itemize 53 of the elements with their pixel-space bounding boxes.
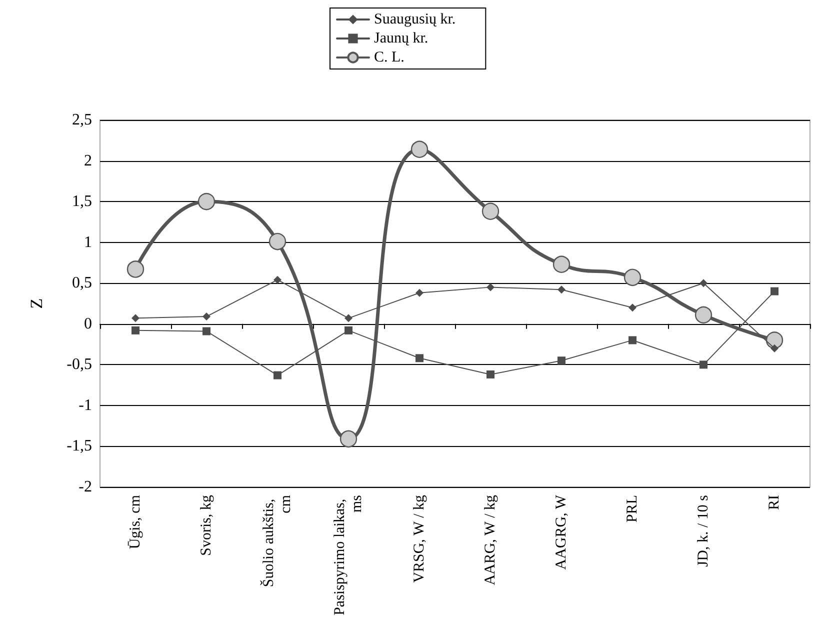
point [558,356,566,365]
y-tick-label: -1,5 [66,438,92,455]
point [202,327,210,336]
point [770,344,778,352]
point [344,326,352,334]
x-tick-label: Šuolio aukštis, cm [260,494,294,588]
x-tick-label: AAGRG, W [554,494,570,570]
y-tick-label: -2 [78,478,92,496]
y-tick-label: 1 [84,234,92,251]
point [340,430,358,448]
point [486,370,494,378]
point [628,304,636,312]
point [694,306,712,324]
point [268,232,286,250]
x-tick-label: Ūgis, cm [128,494,144,550]
point [552,256,570,273]
x-tick-label: Svoris, kg [198,494,214,556]
y-tick-label: 0,5 [72,274,92,292]
point [344,314,352,322]
y-tick-label: 2 [84,152,92,170]
point [416,288,424,297]
y-tick-label: 1,5 [72,193,92,210]
legend-label: C. L. [374,50,404,66]
x-tick-label: AARG, W / kg [482,494,498,586]
x-tick-label: RI [766,494,782,510]
point [558,286,566,294]
point [486,283,494,292]
point [274,371,282,380]
point [132,314,140,322]
y-axis-title: Z [27,298,46,309]
x-tick-label: VRSG, W / kg [412,494,428,583]
point [416,354,424,362]
legend-label: Suaugusių kr. [374,12,456,28]
legend-label: Jaunų kr. [374,30,428,46]
point [628,336,636,344]
y-tick-label: 2,5 [72,112,92,128]
x-tick-label: PRL [624,495,640,523]
point [700,279,708,288]
point [132,326,140,334]
y-tick-label: 0 [84,315,92,332]
point [274,276,282,284]
y-tick-label: -0,5 [66,356,92,374]
x-tick-label: Pasispyrimo laikas, ms [332,494,365,616]
point [198,192,216,210]
point [126,260,144,278]
x-tick-label: JD, k. / 10 s [696,494,712,567]
point [410,140,428,158]
y-tick-label: -1 [78,396,92,414]
point [700,360,708,369]
point [624,268,642,286]
point [770,287,778,296]
point [202,312,210,321]
point [482,202,500,220]
